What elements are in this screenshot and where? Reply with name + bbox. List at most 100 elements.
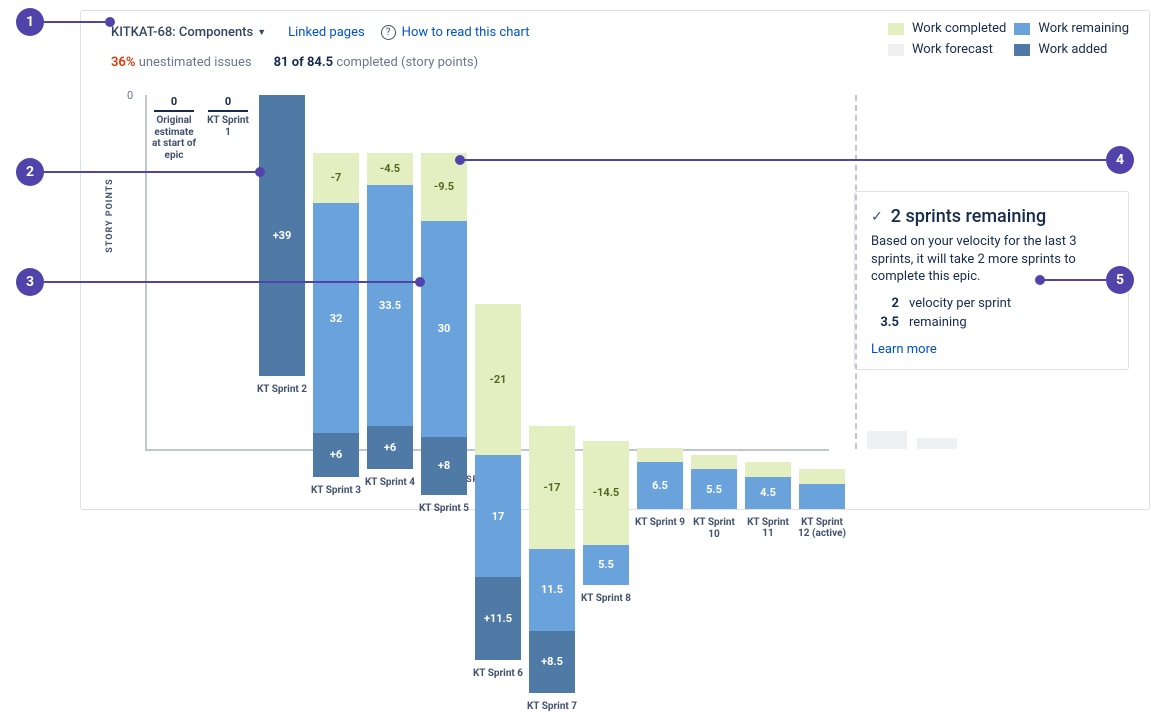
segment-added: +6 xyxy=(313,433,359,476)
sprint-label: KT Sprint 11 xyxy=(741,517,795,540)
segment-added: +8.5 xyxy=(529,631,575,692)
sprint-column: -9.530+8KT Sprint 5 xyxy=(421,153,467,495)
legend-swatch-completed xyxy=(888,23,904,35)
chart-area: STORY POINTS 0 SPRINTS 0Original estimat… xyxy=(111,89,829,491)
segment-completed xyxy=(799,469,845,483)
callout-bubble: 3 xyxy=(16,268,44,296)
segment-remaining: 4.5 xyxy=(745,477,791,509)
initial-column: 0 KT Sprint 1 xyxy=(205,95,251,138)
forecast-heading: ✓ 2 sprints remaining xyxy=(871,206,1112,227)
segment-completed: -17 xyxy=(529,426,575,548)
epic-selector-label: KITKAT-68: Components xyxy=(111,25,253,40)
callout-dot xyxy=(255,167,265,177)
segment-remaining: 6.5 xyxy=(637,462,683,509)
forecast-body: Based on your velocity for the last 3 sp… xyxy=(871,233,1112,286)
panel-subheader: 36% unestimated issues 81 of 84.5 comple… xyxy=(111,55,478,70)
sprint-stack: -2117+11.5 xyxy=(475,304,521,660)
initial-label: KT Sprint 1 xyxy=(205,115,251,138)
sprint-label: KT Sprint 10 xyxy=(687,517,741,540)
linked-pages-link[interactable]: Linked pages xyxy=(288,25,365,40)
sprint-stack: -1711.5+8.5 xyxy=(529,426,575,692)
chevron-down-icon: ▼ xyxy=(257,27,266,38)
callout-bubble: 4 xyxy=(1106,146,1134,174)
segment-completed xyxy=(637,448,683,462)
sprint-label: KT Sprint 3 xyxy=(309,485,363,497)
segment-added: +6 xyxy=(367,426,413,469)
learn-more-link[interactable]: Learn more xyxy=(871,342,937,357)
forecast-velocity-n: 2 xyxy=(871,296,899,311)
sprint-stack: -4.533.5+6 xyxy=(367,153,413,470)
forecast-bar xyxy=(867,431,907,449)
sprint-column: KT Sprint 12 (active) xyxy=(799,469,845,509)
forecast-remaining-n: 3.5 xyxy=(871,315,899,330)
y-tick-0: 0 xyxy=(127,89,133,102)
initial-value: 0 xyxy=(151,95,197,108)
callout-line xyxy=(44,171,260,173)
sprint-column: -4.533.5+6KT Sprint 4 xyxy=(367,153,413,470)
segment-remaining: 32 xyxy=(313,203,359,433)
legend-label-completed: Work completed xyxy=(912,21,1006,36)
sprint-label: KT Sprint 6 xyxy=(471,668,525,680)
plot-area: SPRINTS 0Original estimate at start of e… xyxy=(145,95,829,451)
segment-remaining xyxy=(799,484,845,509)
forecast-velocity-label: velocity per sprint xyxy=(909,296,1011,311)
sprint-stack: -9.530+8 xyxy=(421,153,467,495)
forecast-bar xyxy=(917,438,957,449)
callout-line xyxy=(44,21,110,23)
sprint-column: -732+6KT Sprint 3 xyxy=(313,153,359,477)
segment-remaining: 30 xyxy=(421,221,467,437)
callout-bubble: 2 xyxy=(16,158,44,186)
callout-line xyxy=(460,159,1106,161)
segment-remaining: 17 xyxy=(475,455,521,577)
initial-rule xyxy=(154,110,194,112)
legend-label-forecast: Work forecast xyxy=(912,42,1006,57)
segment-completed: -7 xyxy=(313,153,359,203)
y-axis-label: STORY POINTS xyxy=(105,178,115,252)
sprint-stack xyxy=(799,469,845,509)
sprint-column: -2117+11.5KT Sprint 6 xyxy=(475,304,521,660)
sprint-label: KT Sprint 2 xyxy=(255,384,309,396)
sprint-column: -1711.5+8.5KT Sprint 7 xyxy=(529,426,575,692)
segment-added: +11.5 xyxy=(475,577,521,660)
legend-label-remaining: Work remaining xyxy=(1038,21,1129,36)
sprint-stack: 6.5 xyxy=(637,448,683,509)
sprint-stack: -14.55.5 xyxy=(583,441,629,585)
help-icon: ? xyxy=(381,25,396,40)
sprint-label: KT Sprint 8 xyxy=(579,593,633,605)
callout-bubble: 1 xyxy=(16,8,44,36)
burndown-panel: KITKAT-68: Components ▼ Linked pages ? H… xyxy=(80,10,1150,510)
completed-bold: 81 of 84.5 xyxy=(274,55,334,70)
sprint-label: KT Sprint 12 (active) xyxy=(795,517,849,540)
sprint-column: 5.5KT Sprint 10 xyxy=(691,455,737,509)
unestimated-pct: 36% xyxy=(111,55,135,70)
forecast-bars xyxy=(867,431,957,449)
unestimated-issues: 36% unestimated issues xyxy=(111,55,252,70)
callout-dot xyxy=(415,277,425,287)
forecast-remaining-row: 3.5 remaining xyxy=(871,315,1112,330)
completed-label: completed (story points) xyxy=(336,55,478,70)
how-to-read-label: How to read this chart xyxy=(402,25,530,40)
forecast-velocity-row: 2 velocity per sprint xyxy=(871,296,1112,311)
legend-swatch-added xyxy=(1014,44,1030,56)
legend-swatch-remaining xyxy=(1014,23,1030,35)
initial-value: 0 xyxy=(205,95,251,108)
sprint-column: +39KT Sprint 2 xyxy=(259,95,305,376)
segment-remaining: 11.5 xyxy=(529,549,575,632)
segment-completed: -4.5 xyxy=(367,153,413,185)
forecast-remaining-label: remaining xyxy=(909,315,967,330)
unestimated-label: unestimated issues xyxy=(139,55,252,70)
segment-added: +39 xyxy=(259,95,305,376)
callout-line xyxy=(1040,279,1106,281)
how-to-read-link[interactable]: ? How to read this chart xyxy=(381,25,530,40)
callout-dot xyxy=(105,17,115,27)
sprint-column: 4.5KT Sprint 11 xyxy=(745,462,791,509)
callout-dot xyxy=(455,155,465,165)
callout-dot xyxy=(1035,275,1045,285)
epic-selector[interactable]: KITKAT-68: Components ▼ xyxy=(111,25,266,40)
sprint-stack: +39 xyxy=(259,95,305,376)
sprint-stack: 4.5 xyxy=(745,462,791,509)
legend-label-added: Work added xyxy=(1038,42,1129,57)
segment-remaining: 5.5 xyxy=(691,469,737,509)
initial-column: 0Original estimate at start of epic xyxy=(151,95,197,161)
initial-rule xyxy=(208,110,248,112)
